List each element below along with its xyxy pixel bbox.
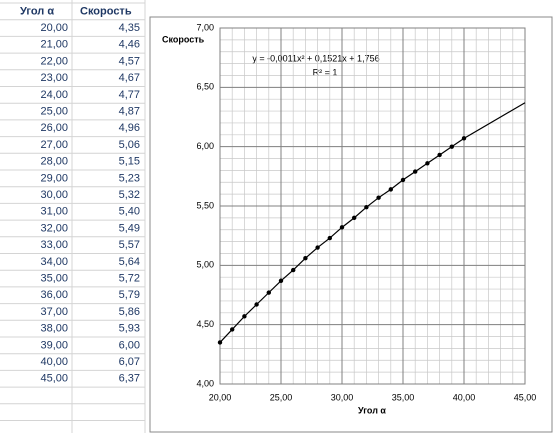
cell: 32,00: [40, 222, 68, 234]
x-tick-label: 20,00: [209, 392, 232, 402]
cell: 33,00: [40, 239, 68, 251]
cell: 36,00: [40, 289, 68, 301]
cell: 5,49: [119, 222, 140, 234]
y-axis-label: Скорость: [162, 34, 205, 44]
y-tick-label: 6,50: [196, 82, 214, 92]
trendline-equation: y = -0,0011x² + 0,1521x + 1,756: [252, 53, 379, 63]
cell: 6,37: [119, 373, 140, 385]
cell: 4,77: [119, 89, 140, 101]
cell: 39,00: [40, 339, 68, 351]
y-tick-label: 4,50: [196, 319, 214, 329]
x-axis-label: Угол α: [358, 405, 386, 415]
cell: 29,00: [40, 172, 68, 184]
cell: 26,00: [40, 122, 68, 134]
spreadsheet: Угол α Скорость 20,00 4,35 21,00 4,46 22,00 4,5…: [0, 0, 146, 433]
cell: 5,06: [119, 139, 140, 151]
cell: 40,00: [40, 356, 68, 368]
cell: 5,23: [119, 172, 140, 184]
cell: 28,00: [40, 156, 68, 168]
cell: 20,00: [40, 22, 68, 34]
y-tick-label: 7,00: [196, 22, 214, 32]
cell: 5,72: [119, 272, 140, 284]
cell: 30,00: [40, 189, 68, 201]
x-tick-label: 45,00: [514, 392, 537, 402]
cell: 4,67: [119, 72, 140, 84]
cell: 5,86: [119, 306, 140, 318]
cell: 21,00: [40, 39, 68, 51]
cell: 5,15: [119, 156, 140, 168]
chart: Скорость Угол α y = -0,0011x² + 0,1521x …: [162, 22, 536, 415]
cell: 37,00: [40, 306, 68, 318]
cell: 5,40: [119, 206, 140, 218]
cell: 4,57: [119, 55, 140, 67]
trendline: [219, 102, 526, 343]
y-tick-label: 5,00: [196, 260, 214, 270]
cell: 5,93: [119, 323, 140, 335]
cell: 31,00: [40, 206, 68, 218]
cell: 4,35: [119, 22, 140, 34]
cell: 6,07: [119, 356, 140, 368]
r-squared: R² = 1: [313, 67, 338, 77]
y-tick-label: 6,00: [196, 141, 214, 151]
cell: 34,00: [40, 256, 68, 268]
cell: 5,79: [119, 289, 140, 301]
chart-area: [149, 16, 553, 433]
cell: 24,00: [40, 89, 68, 101]
cell: 45,00: [40, 373, 68, 385]
plot-border: [219, 27, 526, 385]
cell: 35,00: [40, 272, 68, 284]
cell: 4,87: [119, 105, 140, 117]
cell: 5,32: [119, 189, 140, 201]
y-tick-label: 4,00: [196, 378, 214, 388]
y-tick-label: 5,50: [196, 200, 214, 210]
cell: 6,00: [119, 339, 140, 351]
cell: 5,64: [119, 256, 140, 268]
x-tick-label: 35,00: [392, 392, 415, 402]
cell: 4,46: [119, 39, 140, 51]
cell: 5,57: [119, 239, 140, 251]
cell: 38,00: [40, 323, 68, 335]
x-tick-label: 25,00: [270, 392, 293, 402]
x-tick-label: 30,00: [331, 392, 354, 402]
x-tick-label: 40,00: [453, 392, 476, 402]
cell: 25,00: [40, 105, 68, 117]
column-header: Скорость: [80, 5, 132, 17]
cell: 22,00: [40, 55, 68, 67]
cell: 27,00: [40, 139, 68, 151]
cell: 23,00: [40, 72, 68, 84]
cell: 4,96: [119, 122, 140, 134]
column-header: Угол α: [20, 5, 54, 17]
